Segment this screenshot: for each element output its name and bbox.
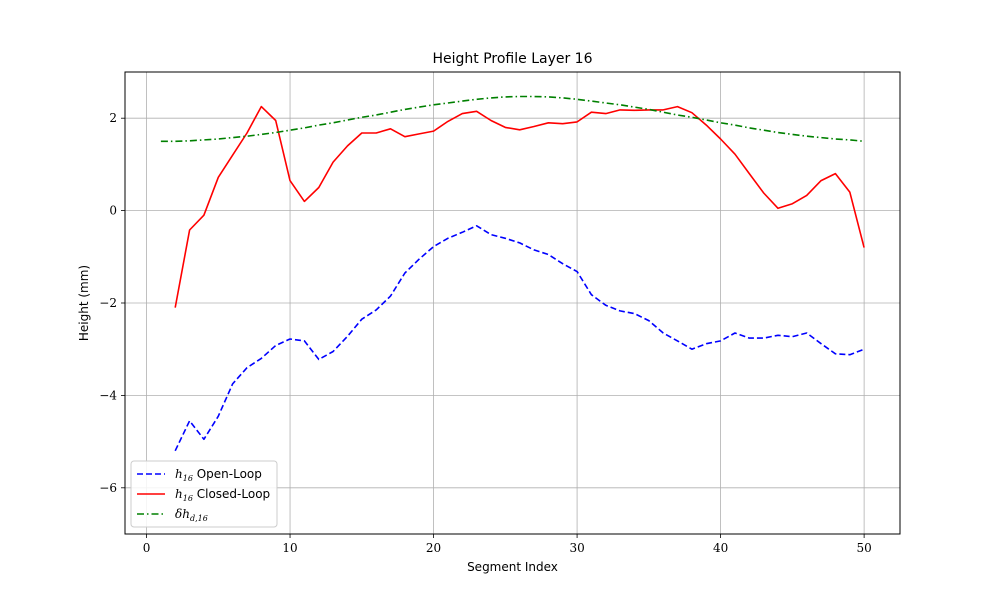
y-tick-label: 2 xyxy=(109,111,117,125)
y-tick-label: −4 xyxy=(99,388,117,402)
x-tick-label: 10 xyxy=(282,541,297,555)
plot-series xyxy=(160,95,865,452)
y-axis-label: Height (mm) xyxy=(77,265,91,341)
x-tick-label: 40 xyxy=(713,541,728,555)
legend-label: h16 Closed-Loop xyxy=(175,487,270,503)
legend-label: h16 Open-Loop xyxy=(175,467,262,483)
legend-box xyxy=(130,460,278,528)
y-tick-label: 0 xyxy=(109,204,117,218)
y-tick-label: −2 xyxy=(99,296,117,310)
x-axis-label: Segment Index xyxy=(467,560,558,574)
legend-label: δhd,16 xyxy=(175,507,208,523)
series-line-2 xyxy=(160,95,865,143)
series-line-1 xyxy=(174,105,865,308)
x-tick-label: 30 xyxy=(569,541,584,555)
y-tick-label: −6 xyxy=(99,481,117,495)
chart-title: Height Profile Layer 16 xyxy=(432,51,592,67)
x-tick-label: 20 xyxy=(426,541,441,555)
x-axis-ticks: 0 10 20 30 40 50 xyxy=(143,534,872,555)
x-tick-label: 50 xyxy=(856,541,871,555)
y-axis-ticks: −6 −4 −2 0 2 xyxy=(99,111,125,495)
series-line-0 xyxy=(174,225,865,452)
legend: h16 Open-Loop h16 Closed-Loop δhd,16 xyxy=(130,460,278,528)
gridlines xyxy=(125,72,900,534)
x-tick-label: 0 xyxy=(143,541,151,555)
